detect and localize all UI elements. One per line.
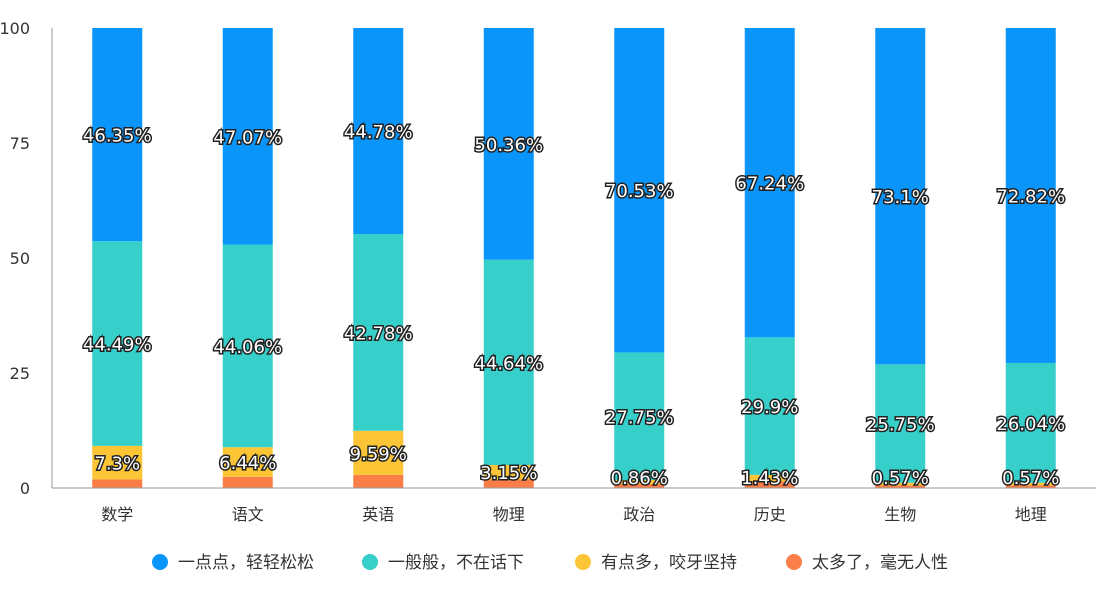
x-tick-label: 数学 [101, 505, 133, 524]
data-label: 9.59% [350, 444, 407, 465]
data-label: 44.78% [344, 122, 413, 143]
bar-segment [483, 465, 534, 480]
bar-segment [92, 241, 143, 446]
data-label: 47.07% [213, 127, 282, 148]
bar-segment [222, 28, 273, 245]
bar-segment [614, 484, 665, 488]
data-label: 29.9% [741, 397, 798, 418]
data-label: 25.75% [866, 415, 935, 436]
bar-segment [875, 485, 926, 488]
data-label: 72.82% [996, 186, 1065, 207]
bar-segment [614, 352, 665, 481]
legend-label: 有点多，咬牙坚持 [601, 553, 737, 573]
data-label: 27.75% [605, 407, 674, 428]
bar-segment [744, 28, 795, 338]
x-tick-label: 物理 [493, 505, 525, 524]
legend-label: 一般般，不在话下 [388, 553, 524, 573]
y-tick-label: 25 [10, 364, 30, 383]
bar-segment [222, 476, 273, 488]
bar-segment [353, 474, 404, 488]
legend: 一点点，轻轻松松 一般般，不在话下 有点多，咬牙坚持 太多了，毫无人性 [152, 553, 948, 573]
data-label: 50.36% [474, 135, 543, 156]
bar-segment [483, 479, 534, 488]
bar-segment [92, 28, 143, 242]
data-label: 67.24% [735, 174, 804, 195]
y-tick-label: 75 [10, 134, 30, 153]
x-axis: 数学 语文 英语 物理 政治 历史 生物 地理 [52, 487, 1096, 524]
bar-segment [353, 233, 404, 431]
x-tick-label: 政治 [623, 505, 655, 524]
x-tick-label: 历史 [754, 505, 786, 524]
data-label: 42.78% [344, 323, 413, 344]
legend-label: 太多了，毫无人性 [812, 553, 948, 573]
data-label: 6.44% [219, 453, 276, 474]
data-label: 73.1% [872, 187, 929, 208]
x-tick-label: 生物 [884, 505, 916, 524]
y-axis: 0 25 50 75 100 [0, 19, 53, 498]
data-label: 0.57% [1002, 468, 1059, 489]
data-labels: 7.3% 44.49% 46.35% 6.44% 44.06% 47.07% 9.59% 42… [81, 120, 1066, 490]
legend-label: 一点点，轻轻松松 [178, 553, 314, 573]
bar-segment [92, 445, 143, 480]
x-tick-label: 语文 [232, 505, 264, 524]
bar-segment [483, 28, 534, 260]
bar-segment [744, 481, 795, 488]
bar-segment [1005, 362, 1056, 483]
bar-segment [875, 364, 926, 483]
bar-segment [875, 28, 926, 365]
bar-segment [353, 430, 404, 475]
y-tick-label: 50 [10, 249, 30, 268]
bar-segment [614, 480, 665, 485]
bar-segment [222, 447, 273, 477]
y-tick-label: 100 [0, 19, 30, 38]
bar-segment [1005, 485, 1056, 488]
bar-segment [744, 474, 795, 482]
bar-segment [1005, 28, 1056, 363]
data-label: 44.49% [83, 335, 152, 356]
data-label: 3.15% [480, 463, 537, 484]
data-label: 26.04% [996, 414, 1065, 435]
data-label: 7.3% [94, 454, 140, 475]
data-label: 44.64% [474, 353, 543, 374]
bar-segment [614, 28, 665, 353]
legend-marker [152, 554, 168, 570]
x-tick-label: 英语 [362, 505, 394, 524]
data-label: 1.43% [741, 468, 798, 489]
data-label: 70.53% [605, 181, 674, 202]
legend-marker [362, 554, 378, 570]
bar-segment [744, 337, 795, 475]
data-label: 46.35% [83, 126, 152, 147]
legend-marker [786, 554, 802, 570]
legend-marker [575, 554, 591, 570]
bar-segment [483, 259, 534, 465]
bar-segment [92, 479, 143, 488]
data-label: 44.06% [213, 337, 282, 358]
data-label: 0.86% [611, 468, 668, 489]
bar-segment [1005, 482, 1056, 486]
y-tick-label: 0 [20, 479, 30, 498]
bars [92, 28, 1056, 488]
data-label: 0.57% [872, 468, 929, 489]
bar-segment [875, 482, 926, 486]
bar-segment [353, 28, 404, 234]
x-tick-label: 地理 [1015, 505, 1047, 524]
bar-segment [222, 244, 273, 448]
